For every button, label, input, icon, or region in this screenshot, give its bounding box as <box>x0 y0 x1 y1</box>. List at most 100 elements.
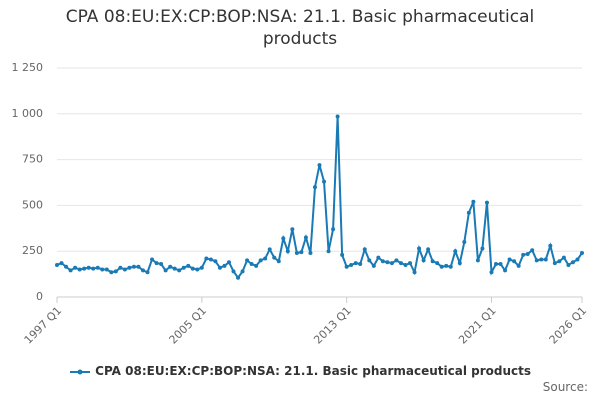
data-point <box>362 247 367 252</box>
data-point <box>561 255 566 260</box>
y-tick-label: 1 250 <box>12 61 44 74</box>
data-point <box>403 262 408 267</box>
data-point <box>385 260 390 265</box>
data-point <box>335 114 340 119</box>
data-point <box>489 270 494 275</box>
data-point <box>272 255 277 260</box>
data-point <box>236 275 241 280</box>
data-point <box>322 179 327 184</box>
data-point <box>195 267 200 272</box>
data-point <box>86 265 91 270</box>
data-point <box>254 263 259 268</box>
data-point <box>163 268 168 273</box>
data-point <box>326 249 331 254</box>
data-point <box>457 261 462 266</box>
chart: 0 250 500 750 1 000 1 250 1997 Q1 2005 Q1 2013 Q… <box>12 61 590 347</box>
data-point <box>575 257 580 262</box>
data-point <box>444 263 449 268</box>
y-tick-label: 750 <box>22 153 43 166</box>
data-point <box>290 227 295 232</box>
data-point <box>371 263 376 268</box>
data-point <box>100 267 105 272</box>
data-point <box>154 261 159 266</box>
data-point <box>512 259 517 264</box>
data-point <box>507 257 512 262</box>
data-point <box>82 266 87 271</box>
legend-icon <box>69 369 90 374</box>
data-point <box>245 258 250 263</box>
data-point <box>208 257 213 262</box>
data-point <box>55 262 59 267</box>
data-point <box>140 268 145 273</box>
y-tick-label: 500 <box>22 198 43 211</box>
data-point <box>263 256 268 261</box>
data-point <box>299 250 304 255</box>
data-point <box>95 265 100 270</box>
data-point <box>484 200 489 205</box>
data-point <box>435 261 440 266</box>
data-point <box>64 264 69 269</box>
data-point <box>394 258 399 263</box>
source: Source: <box>542 380 588 394</box>
data-point <box>91 266 96 271</box>
data-point <box>421 258 426 263</box>
data-point <box>426 247 431 252</box>
data-point <box>471 199 476 204</box>
data-point <box>127 265 132 270</box>
data-point <box>398 261 403 266</box>
data-point <box>525 251 530 256</box>
data-point <box>543 257 548 262</box>
data-point <box>475 258 480 263</box>
data-point <box>222 263 227 268</box>
x-tick-label: 2021 Q1 <box>456 304 499 347</box>
data-point <box>462 240 467 245</box>
data-point <box>136 264 141 269</box>
data-point <box>172 266 177 271</box>
data-point <box>317 163 322 168</box>
data-point <box>466 210 471 215</box>
x-tick-label: 2013 Q1 <box>311 304 354 347</box>
data-point <box>480 246 485 251</box>
data-point <box>570 260 575 265</box>
legend-label: CPA 08:EU:EX:CP:BOP:NSA: 21.1. Basic pha… <box>95 364 532 378</box>
data-point <box>186 263 191 268</box>
data-point <box>231 269 236 274</box>
data-point <box>453 249 458 254</box>
data-point <box>331 227 336 232</box>
data-point <box>408 261 413 266</box>
data-point <box>367 258 372 263</box>
data-point <box>240 269 245 274</box>
data-point <box>349 262 354 267</box>
series-line <box>56 116 583 280</box>
data-point <box>530 248 535 253</box>
data-point <box>150 257 155 262</box>
data-point <box>59 261 64 266</box>
data-point <box>73 265 78 270</box>
y-tick-label: 250 <box>22 244 43 257</box>
data-point <box>358 262 363 267</box>
data-point <box>249 262 254 267</box>
data-point <box>389 261 394 266</box>
data-point <box>217 265 222 270</box>
data-point <box>566 262 571 267</box>
data-point <box>159 262 164 267</box>
data-point <box>190 266 195 271</box>
data-point <box>557 259 562 264</box>
data-point <box>118 265 123 270</box>
legend[interactable]: CPA 08:EU:EX:CP:BOP:NSA: 21.1. Basic pha… <box>0 364 600 378</box>
data-point <box>276 259 281 264</box>
data-point <box>303 235 308 240</box>
data-point <box>199 265 204 270</box>
data-point <box>516 263 521 268</box>
data-point <box>113 269 118 274</box>
data-point <box>213 259 218 264</box>
data-point <box>145 270 150 275</box>
chart-title: CPA 08:EU:EX:CP:BOP:NSA: 21.1. Basic pha… <box>65 7 535 49</box>
data-point <box>77 267 82 272</box>
data-point <box>308 251 313 256</box>
data-point <box>168 264 173 269</box>
data-point <box>104 267 109 272</box>
data-point <box>109 270 114 275</box>
data-point <box>521 252 526 257</box>
